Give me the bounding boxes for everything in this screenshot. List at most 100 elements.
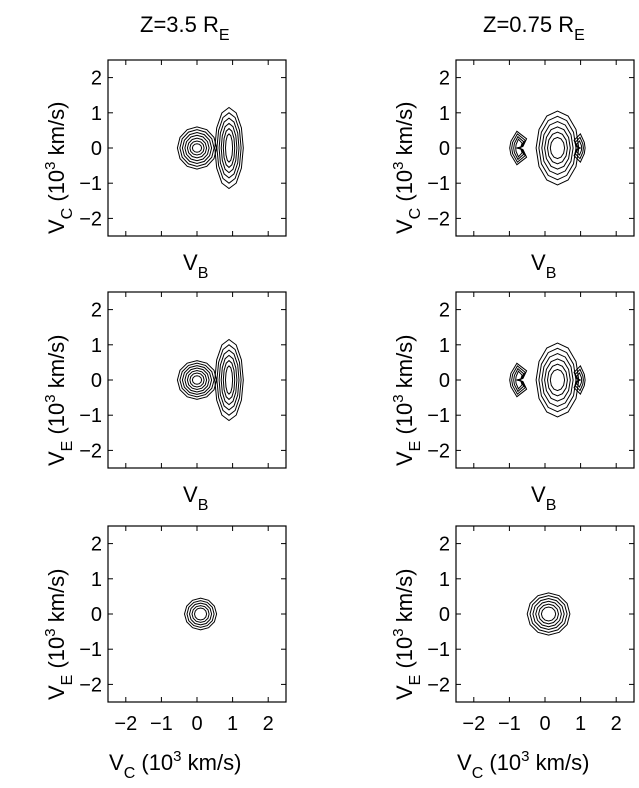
x-axis-label: VB <box>183 250 208 282</box>
y-axis-label-unit: (10 <box>44 170 69 208</box>
contour-line <box>529 595 568 633</box>
contour-line <box>188 602 213 626</box>
ytick-label: −1 <box>427 405 450 427</box>
column-title-1-sub: E <box>219 27 230 44</box>
y-axis-label-unit-end: km/s) <box>44 334 69 394</box>
ytick-label: −2 <box>79 674 102 696</box>
axes-box <box>107 291 287 469</box>
y-axis-label: VC (103 km/s) <box>390 102 424 234</box>
y-axis-label-unit: (10 <box>392 403 417 441</box>
ytick-label: 0 <box>439 604 450 626</box>
ytick-label: 1 <box>439 103 450 125</box>
y-axis-label-sup: 3 <box>390 394 407 402</box>
contour-line <box>176 126 218 170</box>
contour-line <box>216 112 242 184</box>
contour-line <box>191 375 203 385</box>
column-title-2-main: Z=0.75 R <box>483 12 574 37</box>
xtick-label: 2 <box>611 713 622 735</box>
contour-line <box>576 372 583 388</box>
contour-line <box>179 362 215 398</box>
x-axis-label-sub: B <box>198 265 209 282</box>
contour-line <box>513 367 525 393</box>
y-axis-label-main: V <box>44 685 69 700</box>
axes-box <box>107 59 287 237</box>
contour-line <box>574 136 584 160</box>
ytick-label: −1 <box>79 405 102 427</box>
column-title-1: Z=3.5 RE <box>140 12 230 44</box>
contour-line <box>535 110 580 186</box>
contour-line <box>224 365 234 395</box>
x-axis-label-sub: B <box>198 497 209 514</box>
y-axis-label-sup: 3 <box>42 161 59 169</box>
contour-line <box>181 131 213 165</box>
ytick-label: −2 <box>427 674 450 696</box>
xtick-label: 0 <box>191 713 202 735</box>
y-axis-label: VE (103 km/s) <box>390 334 424 466</box>
contour-line <box>186 369 208 391</box>
y-axis-label-unit: (10 <box>392 637 417 675</box>
contour-line <box>184 134 210 162</box>
x-axis-label-sub: C <box>124 765 136 782</box>
contour-line <box>191 143 203 153</box>
ytick-label: 0 <box>439 370 450 392</box>
contour-line <box>220 354 238 406</box>
contour-line <box>540 606 557 622</box>
x-axis-label-sup: 3 <box>173 748 181 765</box>
contour-line <box>189 140 205 156</box>
ytick-label: 0 <box>439 138 450 160</box>
y-axis-label-main: V <box>392 451 417 466</box>
x-axis-label-main: V <box>457 750 472 775</box>
xtick-label: −1 <box>498 713 521 735</box>
x-axis-label-main: V <box>183 250 198 275</box>
y-axis-label: VE (103 km/s) <box>390 568 424 700</box>
contour-line <box>176 360 218 400</box>
contour-line <box>186 600 215 628</box>
contour-line <box>222 127 236 169</box>
contour-line <box>573 365 586 395</box>
ytick-label: 1 <box>439 335 450 357</box>
x-axis-label: VB <box>531 250 556 282</box>
contour-line <box>181 365 213 395</box>
ytick-label: 0 <box>91 138 102 160</box>
contour-line <box>184 367 210 393</box>
y-axis-label-sup: 3 <box>390 628 407 636</box>
ytick-label: 1 <box>91 335 102 357</box>
ytick-label: −2 <box>427 440 450 462</box>
ytick-label: 2 <box>91 68 102 90</box>
y-axis-label-unit-end: km/s) <box>44 102 69 162</box>
contour-line <box>574 368 584 392</box>
contour-line <box>216 344 242 416</box>
y-axis-label-sup: 3 <box>42 394 59 402</box>
y-axis-label-sub: E <box>407 675 424 686</box>
x-axis-label-unit: (10 <box>135 750 173 775</box>
contour-line <box>509 362 528 398</box>
ytick-label: −1 <box>427 173 450 195</box>
x-axis-label: VC (103 km/s) <box>457 748 589 782</box>
xtick-label: −2 <box>462 713 485 735</box>
contour-line <box>186 137 208 159</box>
contour-line <box>222 359 236 401</box>
contour-line <box>538 347 577 413</box>
y-axis-label-sup: 3 <box>42 628 59 636</box>
x-axis-label-sub: B <box>546 265 557 282</box>
column-title-1-main: Z=3.5 R <box>140 12 219 37</box>
ytick-label: 2 <box>439 68 450 90</box>
y-axis-label: VC (103 km/s) <box>42 102 76 234</box>
contour-line <box>549 136 566 160</box>
contour-line <box>535 342 580 418</box>
axes-box <box>455 525 635 703</box>
contour-line <box>513 135 525 161</box>
contour-line <box>218 117 240 179</box>
x-axis-label-unit-end: km/s) <box>182 750 242 775</box>
x-axis-label-sub: C <box>472 765 484 782</box>
ytick-label: 2 <box>91 534 102 556</box>
contour-line <box>191 605 210 623</box>
contour-line <box>183 597 218 631</box>
y-axis-label-main: V <box>44 219 69 234</box>
contour-line <box>532 597 565 631</box>
y-axis-label-main: V <box>392 685 417 700</box>
ytick-label: −1 <box>427 639 450 661</box>
